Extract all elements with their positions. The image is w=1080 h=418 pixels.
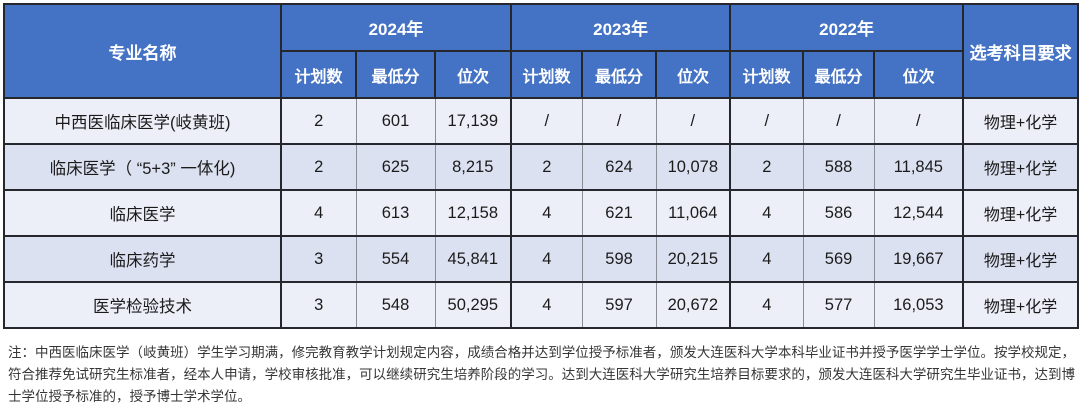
cell-value: 4 bbox=[510, 281, 583, 329]
sub-header-rank: 位次 bbox=[655, 50, 732, 99]
table-body: 中西医临床医学(岐黄班) 2 601 17,139// / / / / 物理+化学 临床医学（ “… bbox=[3, 97, 1080, 329]
sub-header-rank: 位次 bbox=[433, 50, 513, 99]
sub-header-min-score: 最低分 bbox=[581, 50, 658, 99]
cell-value: 3 bbox=[280, 281, 357, 329]
cell-value: / bbox=[581, 97, 657, 145]
cell-value: 4 bbox=[729, 281, 804, 329]
cell-value: 16,053 bbox=[873, 281, 964, 329]
cell-value: / bbox=[729, 97, 804, 145]
cell-value: 3 bbox=[280, 235, 357, 283]
cell-value: 20,672 bbox=[655, 281, 731, 329]
cell-value: / bbox=[873, 97, 964, 145]
sub-header-min-score: 最低分 bbox=[355, 50, 436, 99]
header-year-2022: 2022年 bbox=[729, 3, 965, 52]
cell-value: 548 bbox=[355, 281, 436, 329]
cell-value: 569 bbox=[802, 235, 875, 283]
sub-header-plan-count: 计划数 bbox=[729, 50, 805, 99]
cell-value: 4 bbox=[280, 189, 357, 237]
cell-value: 625 bbox=[355, 143, 436, 191]
header-year-2024: 2024年 bbox=[279, 3, 513, 52]
cell-major-name: 临床药学 bbox=[3, 235, 282, 283]
cell-value: 50,295 bbox=[434, 281, 512, 329]
cell-value: 621 bbox=[581, 189, 657, 237]
cell-value: 12,158 bbox=[434, 189, 512, 237]
cell-value: 11,064 bbox=[655, 189, 731, 237]
cell-value: 577 bbox=[802, 281, 875, 329]
table-row: 临床医学（ “5+3” 一体化) 2 625 8,215 2 624 10,078 2 588 1… bbox=[3, 143, 1080, 191]
cell-value: 4 bbox=[729, 189, 804, 237]
cell-value: 8,215 bbox=[434, 143, 512, 191]
table-row: 中西医临床医学(岐黄班) 2 601 17,139// / / / / 物理+化学 bbox=[3, 97, 1080, 145]
sub-header-rank: 位次 bbox=[873, 50, 965, 99]
cell-value: 624 bbox=[581, 143, 657, 191]
header-major-name: 专业名称 bbox=[3, 3, 282, 99]
admission-scores-table: 专业名称 2024年 2023年 2022年 选考科目要求 计划数 最低分 位次… bbox=[3, 3, 1080, 329]
cell-value: 17,139 bbox=[434, 97, 512, 145]
cell-value: 4 bbox=[729, 235, 804, 283]
cell-value: 20,215 bbox=[655, 235, 731, 283]
cell-value: 19,667 bbox=[873, 235, 964, 283]
cell-major-name: 中西医临床医学(岐黄班) bbox=[3, 97, 282, 145]
cell-subject-requirement: 物理+化学 bbox=[962, 143, 1080, 191]
cell-value: 2 bbox=[729, 143, 804, 191]
cell-major-name: 临床医学 bbox=[3, 189, 282, 237]
sub-header-plan-count: 计划数 bbox=[510, 50, 584, 99]
cell-value: 586 bbox=[802, 189, 875, 237]
header-row-subcolumns: 计划数 最低分 位次 计划数 最低分 位次 计划数 最低分 位次 bbox=[4, 50, 1078, 99]
page: 专业名称 2024年 2023年 2022年 选考科目要求 计划数 最低分 位次… bbox=[3, 3, 1080, 404]
cell-value: / bbox=[655, 97, 731, 145]
sub-header-plan-count: 计划数 bbox=[280, 50, 357, 99]
sub-header-min-score: 最低分 bbox=[802, 50, 876, 99]
cell-value: 4 bbox=[510, 235, 583, 283]
cell-value: / bbox=[802, 97, 875, 145]
header-row-years: 专业名称 2024年 2023年 2022年 选考科目要求 bbox=[3, 3, 1080, 99]
cell-value: 2 bbox=[510, 143, 583, 191]
cell-value: 45,841 bbox=[434, 235, 512, 283]
cell-subject-requirement: 物理+化学 bbox=[962, 281, 1080, 329]
cell-subject-requirement: 物理+化学 bbox=[962, 97, 1080, 145]
cell-value: 11,845 bbox=[873, 143, 964, 191]
cell-value: 597 bbox=[581, 281, 657, 329]
table-row: 医学检验技术 3 548 50,295 4 597 20,672 4 577 16,053 物理+化… bbox=[3, 281, 1080, 329]
cell-value: 12,544 bbox=[873, 189, 964, 237]
table-row: 临床药学 3 554 45,841 4 598 20,215 4 569 19,667 物理+化学 bbox=[3, 235, 1080, 283]
cell-subject-requirement: 物理+化学 bbox=[962, 189, 1080, 237]
cell-value: 588 bbox=[802, 143, 875, 191]
cell-value: / bbox=[510, 97, 583, 145]
cell-value: 4 bbox=[510, 189, 583, 237]
cell-value: 2 bbox=[280, 97, 357, 145]
table-row: 临床医学 4 613 12,158 4 621 11,064 4 586 12,544 物理+化学 bbox=[3, 189, 1080, 237]
cell-value: 554 bbox=[355, 235, 436, 283]
cell-value: 601 bbox=[355, 97, 436, 145]
header-subject-requirement: 选考科目要求 bbox=[962, 3, 1080, 99]
cell-value: 2 bbox=[280, 143, 357, 191]
cell-value: 613 bbox=[355, 189, 436, 237]
footnote: 注：中西医临床医学（岐黄班）学生学习期满，修完教育教学计划规定内容，成绩合格并达… bbox=[8, 345, 1075, 404]
cell-subject-requirement: 物理+化学 bbox=[962, 235, 1080, 283]
header-year-2023: 2023年 bbox=[510, 3, 732, 52]
cell-major-name: 医学检验技术 bbox=[3, 281, 282, 329]
cell-value: 598 bbox=[581, 235, 657, 283]
cell-value: 10,078 bbox=[655, 143, 731, 191]
cell-major-name: 临床医学（ “5+3” 一体化) bbox=[3, 143, 282, 191]
